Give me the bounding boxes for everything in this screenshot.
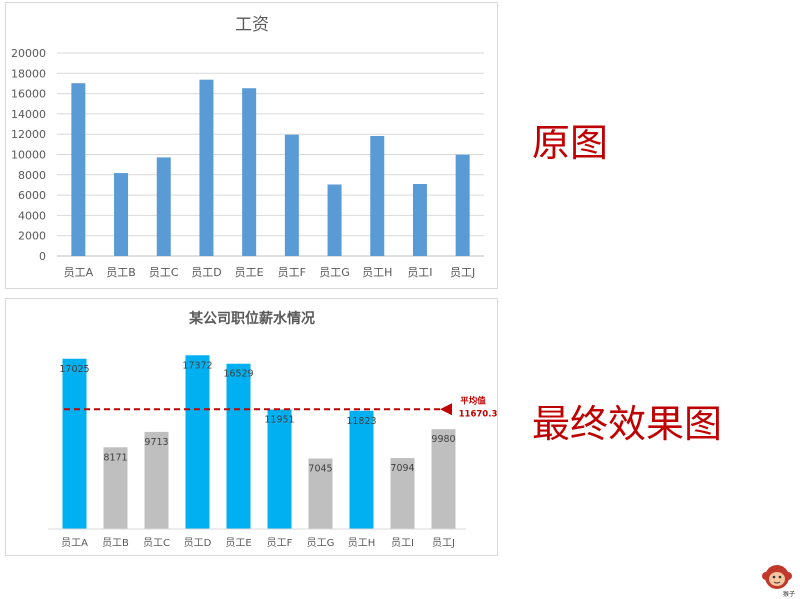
monkey-logo-icon: 猴子: [762, 565, 795, 598]
bar: [114, 173, 129, 256]
y-tick-label: 4000: [18, 209, 46, 222]
y-tick-label: 16000: [11, 88, 46, 101]
bar: [71, 83, 86, 256]
x-tick-label: 员工C: [149, 266, 179, 279]
bar: [267, 409, 292, 529]
x-tick-label: 员工E: [235, 266, 264, 279]
final-bar-chart: 某公司职位薪水情况 17025 8171 9713 17372 16529 11951 70…: [48, 310, 498, 549]
bar: [199, 79, 214, 257]
y-tick-label: 18000: [11, 67, 46, 80]
data-label: 11951: [264, 414, 294, 425]
x-tick-label: 员工H: [348, 537, 376, 549]
bar: [308, 458, 333, 529]
bar: [144, 431, 169, 529]
final-chart-title: 某公司职位薪水情况: [189, 310, 315, 327]
y-tick-label: 10000: [11, 149, 46, 162]
y-tick-label: 12000: [11, 128, 46, 141]
data-label: 17025: [59, 364, 89, 375]
bar: [62, 358, 87, 529]
x-tick-label: 员工J: [450, 266, 475, 279]
average-value-label: 11670.3: [459, 409, 498, 419]
y-tick-label: 6000: [18, 189, 46, 202]
bar: [103, 447, 128, 529]
bar: [431, 429, 456, 529]
original-bar-chart: 工资 0 2000 4000 6000 8000 10000 12000 14000 16000…: [11, 15, 484, 279]
bar: [242, 88, 257, 256]
y-tick-label: 2000: [18, 230, 46, 243]
x-tick-label: 员工A: [64, 266, 94, 279]
data-label: 11823: [346, 416, 376, 427]
data-label: 17372: [182, 360, 212, 371]
bar: [370, 135, 385, 256]
x-tick-label: 员工G: [307, 537, 335, 549]
data-label: 8171: [103, 452, 127, 463]
final-effect-label: 最终效果图: [532, 402, 723, 446]
average-label: 平均值: [460, 395, 486, 406]
x-tick-label: 员工I: [391, 537, 414, 549]
data-label: 16529: [223, 369, 253, 380]
y-tick-label: 8000: [18, 169, 46, 182]
x-tick-label: 员工E: [225, 537, 251, 549]
final-chart-panel: 某公司职位薪水情况 17025 8171 9713 17372 16529 11951 70…: [5, 298, 498, 556]
bar: [390, 458, 415, 529]
bar: [226, 363, 251, 529]
data-label: 9980: [431, 434, 455, 445]
bar: [455, 154, 470, 256]
x-tick-label: 员工A: [61, 537, 88, 549]
x-tick-label: 员工H: [362, 266, 392, 279]
x-tick-label: 员工D: [184, 537, 212, 549]
x-tick-label: 员工D: [191, 266, 221, 279]
bar: [412, 183, 427, 256]
y-tick-label: 0: [39, 250, 46, 263]
bar: [327, 184, 342, 256]
y-tick-label: 14000: [11, 108, 46, 121]
y-tick-label: 20000: [11, 47, 46, 60]
average-arrow-icon: [440, 403, 452, 416]
x-tick-label: 员工F: [267, 537, 293, 549]
x-tick-label: 员工G: [319, 266, 350, 279]
x-tick-label: 员工F: [278, 266, 306, 279]
x-tick-label: 员工I: [407, 266, 432, 279]
logo-text: 猴子: [783, 590, 795, 598]
data-label: 7045: [308, 464, 332, 475]
x-tick-label: 员工B: [106, 266, 136, 279]
x-tick-label: 员工J: [432, 537, 455, 549]
bar: [156, 157, 171, 256]
data-label: 7094: [390, 463, 414, 474]
bar: [349, 410, 374, 529]
original-chart-panel: 工资 0 2000 4000 6000 8000 10000 12000 14000 16000…: [5, 2, 498, 289]
data-label: 9713: [144, 437, 168, 448]
x-tick-label: 员工B: [102, 537, 129, 549]
original-label: 原图: [532, 121, 609, 165]
bar: [185, 355, 210, 529]
x-tick-label: 员工C: [143, 537, 170, 549]
bar: [284, 134, 299, 256]
original-chart-title: 工资: [235, 15, 269, 35]
